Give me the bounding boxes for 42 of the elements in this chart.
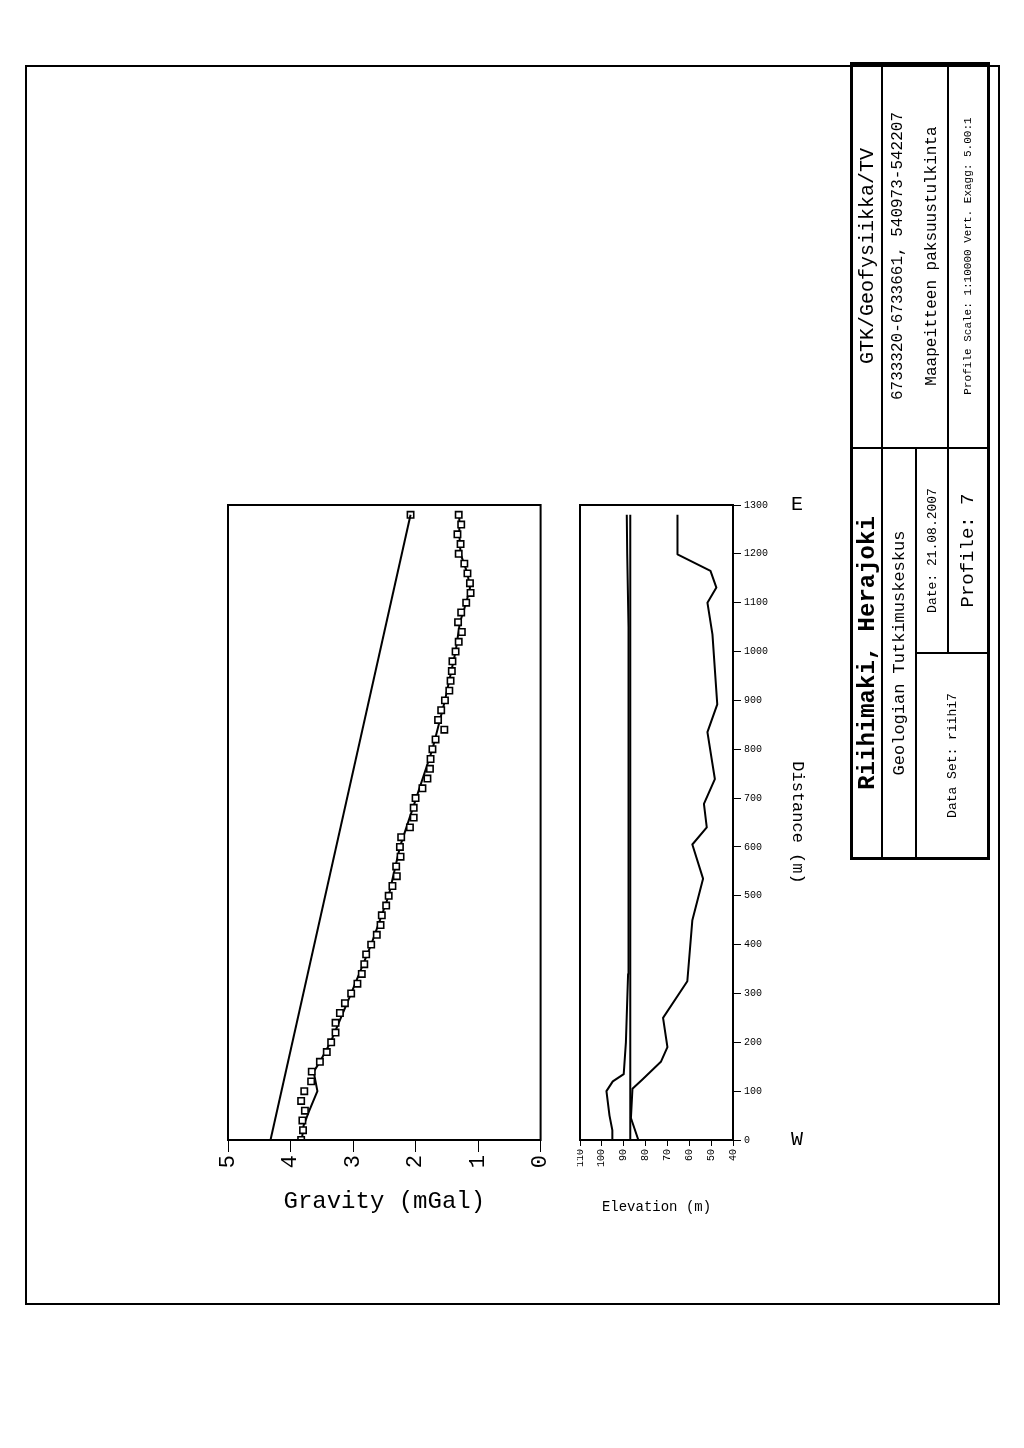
x-tick-label: 40 (727, 1149, 739, 1162)
y-tick-label: 900 (744, 695, 763, 707)
y-tick-label: 0 (744, 1134, 751, 1146)
x-tick-label: 50 (705, 1149, 717, 1162)
x-tick-label: 1 (465, 1155, 491, 1169)
y-tick-label: 400 (744, 939, 763, 951)
text: E (790, 493, 804, 517)
y-tick-label: 700 (744, 792, 763, 804)
y-tick-label: 1300 (744, 499, 769, 511)
x-tick-label: 90 (618, 1149, 630, 1162)
y-tick-label: 800 (744, 743, 763, 755)
x-tick-label: 3 (340, 1155, 366, 1169)
y-tick-label: 1200 (744, 548, 769, 560)
text: Date: 21.08.2007 (916, 448, 948, 653)
x-tick-label: 4 (278, 1155, 304, 1169)
text: 6733320-6733661, 540973-542207 (889, 111, 907, 401)
y-tick-label: 100 (744, 1085, 763, 1097)
text: Maapeitteen paksuustulkinta (923, 126, 941, 386)
y-tick-label: 1000 (744, 646, 769, 658)
x-tick-label: 110 (574, 1149, 586, 1168)
text: Profile Scale: 1:10000 Vert. Exagg: 5.00:1 (948, 64, 988, 448)
y-tick-label: 500 (744, 890, 763, 902)
y-tick-label: 1100 (744, 597, 769, 609)
x-tick-label: 80 (640, 1149, 652, 1162)
text: W (790, 1128, 804, 1152)
x-tick-label: 0 (528, 1155, 554, 1169)
text: Riihimaki, Herajoki (852, 448, 882, 858)
x-tick-label: 2 (403, 1155, 429, 1169)
x-tick-label: 5 (215, 1155, 241, 1169)
text: Data Set: riihi7 (916, 653, 988, 858)
text: Geologian Tutkimuskeskus (882, 448, 916, 858)
text: GTK/Geofysiikka/TV (852, 64, 882, 448)
x-tick-label: 60 (683, 1149, 695, 1162)
x-tick-label: 70 (662, 1149, 674, 1162)
y-axis-title: Distance (m) (788, 761, 808, 884)
text: Profile: 7 (948, 448, 988, 653)
x-axis-title: Gravity (mGal) (283, 1187, 486, 1215)
x-axis-title: Elevation (m) (601, 1199, 712, 1216)
x-tick-label: 100 (596, 1149, 608, 1168)
y-tick-label: 300 (744, 988, 763, 1000)
y-tick-label: 200 (744, 1036, 763, 1048)
y-tick-label: 600 (744, 841, 763, 853)
